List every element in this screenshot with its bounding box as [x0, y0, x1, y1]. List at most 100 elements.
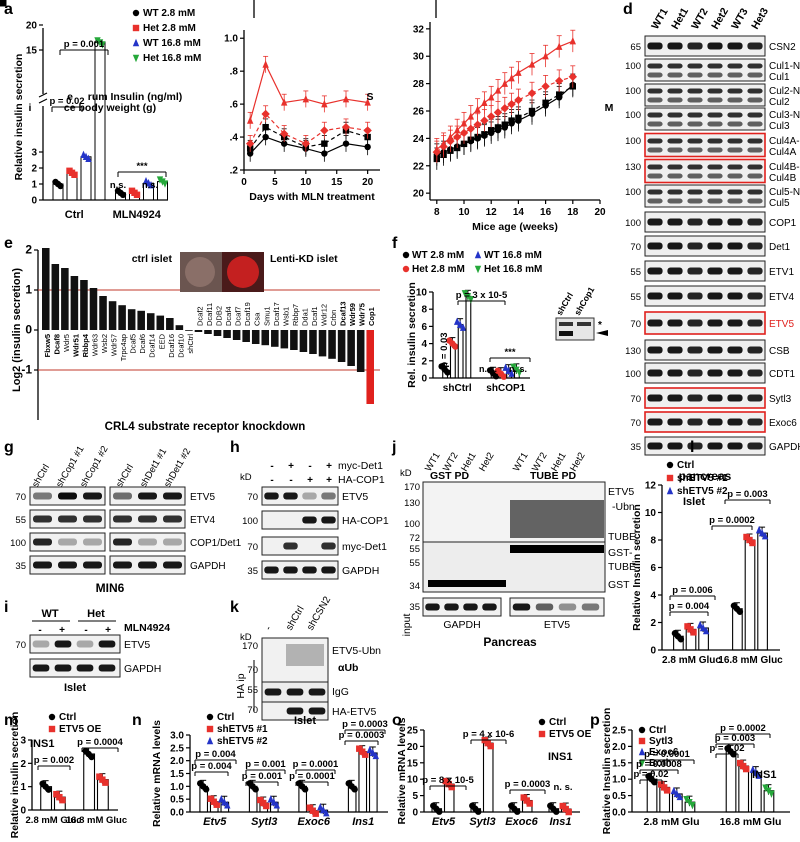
blot-d-kd-marker: 100 — [625, 110, 641, 121]
blot-g-band — [83, 561, 102, 569]
chart-o-ytick-label-4: 20 — [407, 742, 419, 753]
chart-n-legend-marker-2 — [206, 736, 214, 745]
chart-a-legend-marker-2 — [132, 38, 140, 47]
blot-d-band — [747, 88, 763, 94]
chart-o-point — [436, 808, 443, 815]
chart-n-sig-2-label: p = 0.004 — [191, 761, 232, 772]
panel-letter-o: o — [392, 712, 402, 729]
chart-a-point — [156, 176, 164, 184]
chart-e-category-label: Cop1 — [367, 307, 376, 326]
chart-p-legend-label-2: Exoc6 — [649, 747, 679, 758]
blot-j-band — [535, 603, 554, 611]
chart-m-point — [102, 779, 109, 786]
blot-d-band — [747, 72, 763, 78]
chart-f: 0 2 4 6 8 10 shCtrl shCOP1 Rel. insulin secretio… — [402, 250, 608, 394]
blot-d-band — [667, 42, 683, 50]
chart-b-legend-label: Het + MLN4924 — [0, 0, 69, 3]
chart-f-category-label: shCOP1 — [486, 383, 525, 394]
chart-b-point — [321, 150, 328, 157]
chart-c-point — [507, 99, 516, 109]
chart-n-sig-4-label: p = 0.001 — [242, 771, 283, 782]
chart-a-legend-marker-1 — [132, 24, 140, 32]
blot-i-band — [54, 640, 72, 648]
chart-m-point — [59, 796, 66, 804]
chart-a-y-label: Relative insulin secretion — [13, 54, 25, 181]
chart-o-point — [487, 742, 494, 750]
blot-d-band — [667, 267, 683, 275]
chart-p-point — [749, 765, 757, 773]
blot-d-band — [727, 173, 743, 179]
chart-f-legend-label: Het 16.8 mM — [484, 264, 542, 275]
chart-o-y-label: Relative mRNA levels — [396, 717, 408, 824]
chart-p-point — [676, 792, 684, 801]
chart-o-sig-1-label: p = 8 x 10-5 — [422, 775, 474, 786]
blot-g-band — [163, 561, 182, 569]
blot-j-kd: 100 — [404, 519, 420, 530]
chart-f-legend-marker — [402, 265, 410, 273]
chart-p-ytick-label-4: 2.0 — [612, 742, 626, 753]
blot-d-band — [647, 189, 663, 195]
chart-p-point — [673, 789, 681, 798]
chart-e-annotation: Lenti-KD islet — [270, 253, 338, 265]
blot-k-smear — [286, 644, 324, 666]
chart-b-point — [321, 140, 328, 147]
chart-c-point — [508, 73, 515, 82]
chart-n-ytick-label-2: 1.0 — [170, 782, 184, 793]
blot-d-band — [707, 173, 723, 179]
blot-i-band — [54, 664, 72, 672]
blot-i-sign: + — [105, 625, 111, 636]
blot-d-band — [647, 198, 663, 204]
blot-d-band — [667, 112, 683, 118]
chart-e-bar — [242, 330, 250, 342]
blot-d-band — [687, 442, 703, 450]
blot-d-band — [747, 242, 763, 250]
blot-j-lane-label: Het2 — [477, 451, 497, 474]
chart-e-bar — [80, 280, 88, 330]
blot-d-band — [747, 138, 763, 144]
chart-e-bar — [185, 330, 193, 331]
blot-d-band — [667, 138, 683, 144]
blot-d-lane-label: WT3 — [729, 6, 751, 31]
chart-n-point — [202, 786, 210, 793]
blot-h-band — [283, 492, 298, 500]
chart-e-category-label: Wdr5 — [62, 334, 71, 352]
blot-d-band — [707, 218, 723, 226]
blot-g-band — [113, 561, 132, 569]
chart-m-legend-label-0: Ctrl — [59, 712, 76, 723]
chart-l-point — [755, 525, 763, 534]
blot-k-band — [286, 688, 304, 696]
blot-g-band — [163, 515, 182, 523]
blot-j-row-label: TUBE — [608, 561, 636, 573]
chart-f-sig-3-label: *** — [504, 347, 515, 358]
chart-b-point — [341, 122, 351, 132]
blot-d-band — [727, 88, 743, 94]
blot-d-band — [707, 72, 723, 78]
blot-g-band — [113, 492, 132, 500]
chart-l-sig-3-label: p = 0.0002 — [709, 515, 755, 526]
blot-g-band — [138, 515, 157, 523]
chart-o-sig-3-label: p = 0.0003 — [505, 779, 551, 790]
chart-c-xtick-label: 10 — [458, 207, 470, 218]
blot-k-kd-unit: kD — [240, 632, 252, 643]
blot-d-membrane — [644, 158, 766, 184]
chart-e-bar — [137, 310, 145, 330]
chart-p-sig-4-label: p = 0.02 — [709, 743, 744, 754]
chart-p-ytick-label-3: 1.5 — [612, 758, 626, 769]
blot-d-band — [647, 292, 663, 300]
panel-letter-m: m — [4, 712, 18, 729]
chart-l-ytick-label-4: 8 — [650, 536, 656, 547]
blot-d-band — [647, 346, 663, 354]
blot-d-band — [707, 189, 723, 195]
chart-c-xtick-label: 14 — [513, 207, 525, 218]
blot-d-band — [747, 198, 763, 204]
chart-e-category-label: Dcaf7 — [234, 306, 243, 326]
chart-e-bar — [271, 330, 279, 347]
blot-d-row-label: ETV4 — [769, 292, 794, 303]
chart-p-point — [765, 787, 772, 795]
chart-l-ytick-label-6: 12 — [645, 481, 657, 492]
chart-b-xtick-label: 15 — [331, 177, 343, 188]
chart-n-category-label: Etv5 — [203, 816, 227, 828]
